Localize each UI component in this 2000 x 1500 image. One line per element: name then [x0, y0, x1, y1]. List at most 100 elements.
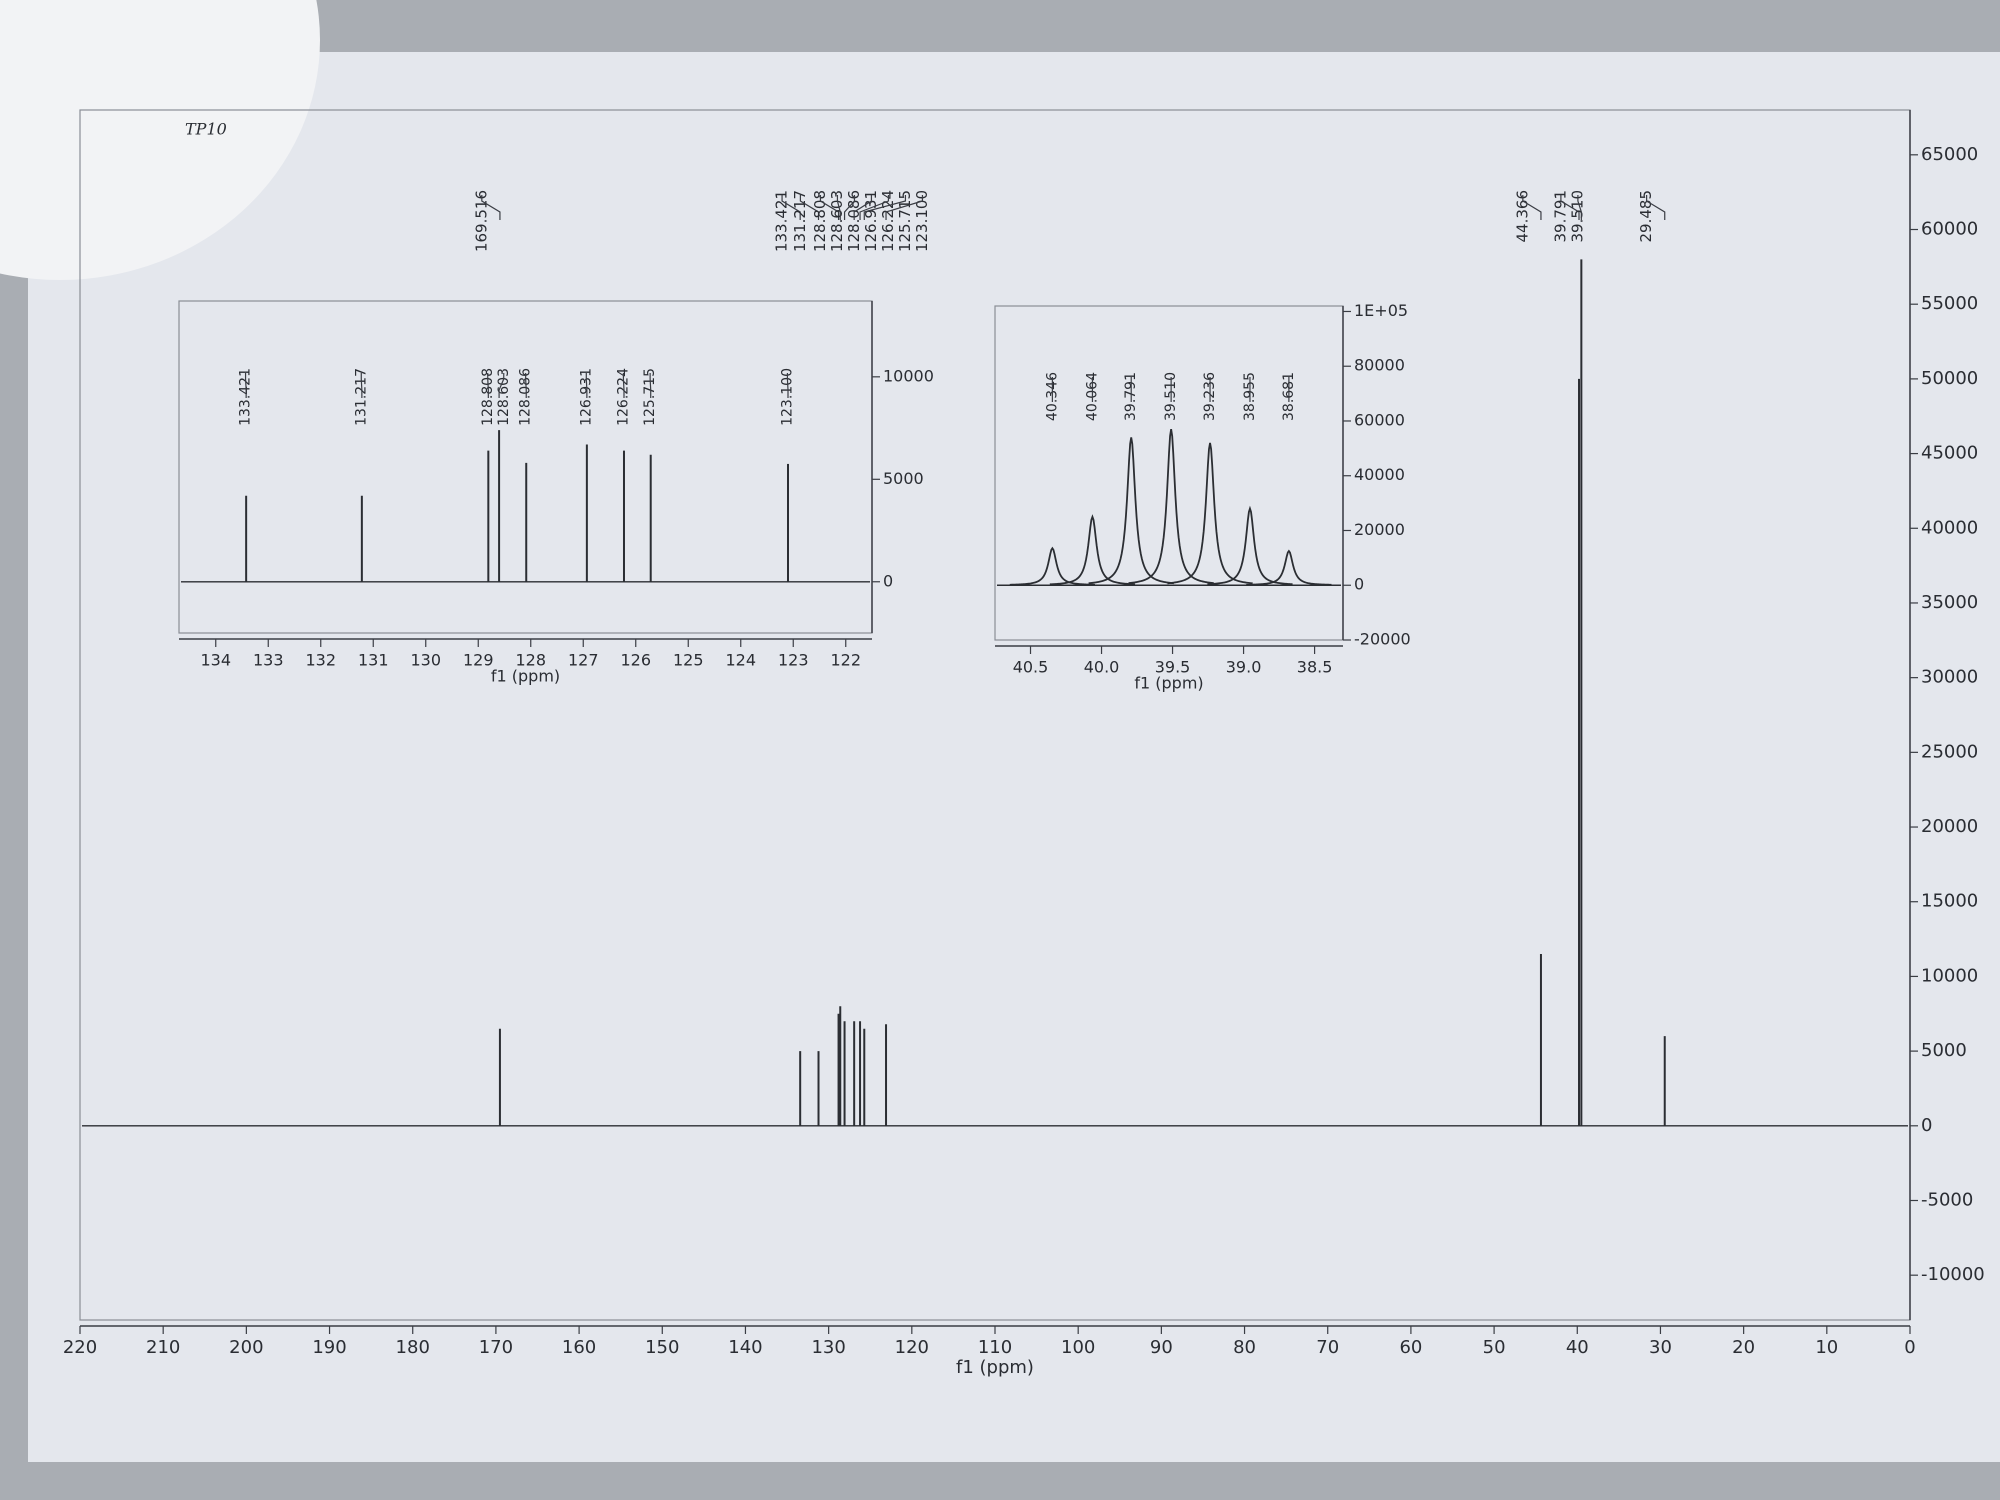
- x-tick-label: 110: [978, 1337, 1012, 1358]
- y-tick-label: 5000: [1921, 1040, 1967, 1061]
- x-tick-label: 150: [645, 1337, 679, 1358]
- x-tick-label: 220: [63, 1337, 97, 1358]
- x-tick-label: 129: [463, 651, 494, 670]
- x-tick-label: 127: [568, 651, 599, 670]
- x-tick-label: 190: [312, 1337, 346, 1358]
- y-tick-label: 5000: [883, 469, 924, 488]
- x-tick-label: 160: [562, 1337, 596, 1358]
- peak-label: 128.086: [845, 190, 863, 252]
- peak-label-leader: [819, 195, 840, 220]
- x-tick-label: 125: [673, 651, 704, 670]
- peak-label-leader: [781, 195, 801, 220]
- x-tick-label: 134: [200, 651, 231, 670]
- x-axis-label: f1 (ppm): [491, 667, 560, 686]
- x-tick-label: 126: [620, 651, 651, 670]
- peak: [1009, 546, 1096, 586]
- peak-label: 123.100: [913, 190, 931, 252]
- peak: [1246, 549, 1332, 586]
- x-tick-label: 40.0: [1084, 658, 1120, 677]
- x-tick-label: 133: [253, 651, 284, 670]
- y-tick-label: 50000: [1921, 368, 1978, 389]
- peak-label-leader: [799, 195, 820, 220]
- x-tick-label: 210: [146, 1337, 180, 1358]
- peak-label-leader: [786, 373, 789, 398]
- x-tick-label: 122: [830, 651, 861, 670]
- peak-label-leader: [1560, 195, 1580, 220]
- y-tick-label: 0: [1921, 1115, 1932, 1136]
- peak-label: 169.516: [472, 190, 490, 252]
- y-tick-label: -5000: [1921, 1189, 1973, 1210]
- x-tick-label: 10: [1815, 1337, 1838, 1358]
- peak-label-leader: [525, 373, 527, 398]
- x-tick-label: 130: [410, 651, 441, 670]
- peak-label-leader: [859, 195, 890, 220]
- x-tick-label: 120: [895, 1337, 929, 1358]
- peak-label-leader: [843, 195, 856, 220]
- peak-label-leader: [481, 195, 501, 220]
- y-tick-label: 15000: [1921, 891, 1978, 912]
- peak-label-leader: [498, 373, 505, 398]
- x-tick-label: 0: [1904, 1337, 1915, 1358]
- peak-label-leader: [853, 195, 873, 220]
- x-tick-label: 180: [396, 1337, 430, 1358]
- peak-label: 126.224: [879, 190, 897, 252]
- x-tick-label: 39.5: [1155, 658, 1191, 677]
- y-tick-label: 0: [1354, 575, 1364, 594]
- peak-label-leader: [836, 195, 841, 220]
- x-tick-label: 70: [1316, 1337, 1339, 1358]
- x-tick-label: 90: [1150, 1337, 1173, 1358]
- x-tick-label: 39.0: [1226, 658, 1262, 677]
- peak-label: 128.808: [811, 190, 829, 252]
- peak-label-leader: [1522, 195, 1542, 220]
- x-tick-label: 60: [1399, 1337, 1422, 1358]
- y-tick-label: 25000: [1921, 741, 1978, 762]
- x-tick-label: 100: [1061, 1337, 1095, 1358]
- peak: [1049, 514, 1136, 586]
- y-tick-label: 80000: [1354, 356, 1405, 375]
- chart-title: TP10: [185, 120, 227, 139]
- x-tick-label: 30: [1649, 1337, 1672, 1358]
- y-tick-label: -10000: [1921, 1264, 1985, 1285]
- peak-label: 128.603: [828, 190, 846, 252]
- y-tick-label: 10000: [1921, 965, 1978, 986]
- peak-label-leader: [863, 195, 907, 220]
- y-tick-label: 60000: [1354, 410, 1405, 429]
- peak-label-leader: [1646, 195, 1666, 220]
- peak-label: 133.421: [773, 190, 791, 252]
- peak-label-leader: [244, 373, 247, 398]
- x-tick-label: 200: [229, 1337, 263, 1358]
- x-tick-label: 50: [1483, 1337, 1506, 1358]
- x-tick-label: 170: [479, 1337, 513, 1358]
- peak-label-leader: [1577, 195, 1582, 220]
- x-tick-label: 40.5: [1013, 658, 1049, 677]
- peak-label-leader: [885, 195, 924, 220]
- peak-label-leader: [622, 373, 625, 398]
- peak: [1128, 429, 1214, 585]
- x-tick-label: 132: [305, 651, 336, 670]
- y-tick-label: 20000: [1921, 816, 1978, 837]
- x-tick-label: 124: [725, 651, 756, 670]
- peak-label: 39.510: [1568, 190, 1586, 243]
- y-tick-label: -20000: [1354, 630, 1411, 649]
- y-tick-label: 40000: [1921, 517, 1978, 538]
- y-tick-label: 45000: [1921, 443, 1978, 464]
- peak-label-leader: [360, 373, 363, 398]
- y-tick-label: 10000: [883, 366, 934, 385]
- x-tick-label: 130: [811, 1337, 845, 1358]
- peak-label-leader: [585, 373, 588, 398]
- peak: [1088, 437, 1174, 585]
- y-tick-label: 40000: [1354, 465, 1405, 484]
- x-tick-label: 140: [728, 1337, 762, 1358]
- y-tick-label: 20000: [1354, 520, 1405, 539]
- y-tick-label: 60000: [1921, 219, 1978, 240]
- y-tick-label: 65000: [1921, 144, 1978, 165]
- peak-label-leader: [649, 373, 652, 398]
- peak: [1167, 442, 1253, 585]
- peak-label: 128.603: [496, 368, 512, 426]
- y-tick-label: 0: [883, 571, 893, 590]
- x-tick-label: 40: [1566, 1337, 1589, 1358]
- peak: [1207, 505, 1293, 586]
- y-tick-label: 1E+05: [1354, 301, 1408, 320]
